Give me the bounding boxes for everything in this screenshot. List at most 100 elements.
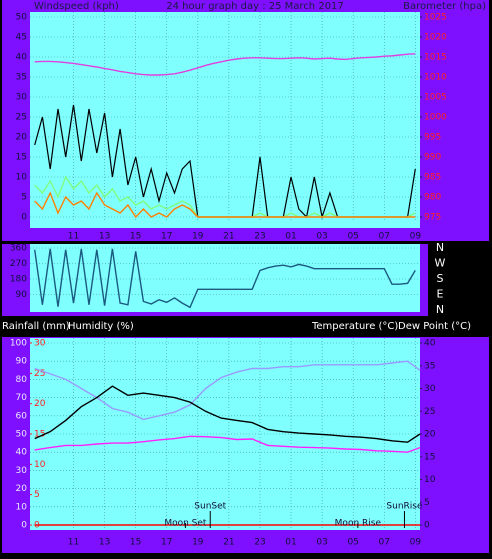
y-tick-label: 80 (16, 375, 28, 385)
y2-tick-label: 10 (424, 475, 436, 485)
x-tick-label: 05 (347, 538, 358, 548)
series-line (34, 191, 416, 219)
x-tick-label: 17 (161, 232, 172, 242)
y-tick-label: 25 (16, 113, 27, 123)
y2-tick-label: 20 (424, 430, 436, 440)
y2-tick-label: 1010 (424, 73, 447, 83)
y3-tick-label: 5 (34, 490, 40, 500)
y-tick-label: 10 (16, 502, 28, 512)
x-tick-label: 23 (254, 232, 265, 242)
y2-axis-label: Barometer (hpa) (403, 1, 486, 12)
y2-tick-label: 15 (424, 452, 435, 462)
x-tick-label: 03 (316, 232, 327, 242)
y2-tick-label: 1005 (424, 93, 447, 103)
x-tick-label: 13 (99, 538, 110, 548)
annotation: Moon Rise (335, 519, 382, 529)
y-tick-label: 5 (21, 193, 27, 203)
y-tick-label: 15 (16, 153, 27, 163)
y-tick-label: 30 (16, 93, 28, 103)
series-line (34, 248, 416, 309)
y-tick-label: 180 (10, 275, 27, 285)
y3-tick-label: 30 (34, 339, 46, 349)
y-axis-label: Windspeed (kph) (34, 1, 119, 12)
y-tick-label: 10 (16, 173, 28, 183)
x-tick-label: 21 (223, 232, 234, 242)
y-tick-label: 20 (16, 133, 28, 143)
y3-tick-label: 20 (34, 399, 46, 409)
y-axis-label: Humidity (%) (68, 321, 134, 332)
x-tick-label: 11 (68, 538, 79, 548)
series-line (34, 53, 416, 76)
plot-area (30, 244, 420, 312)
x-tick-label: 07 (379, 538, 390, 548)
y2-tick-label: 1015 (424, 53, 447, 63)
y3-tick-label: 10 (34, 460, 46, 470)
x-tick-label: 05 (347, 232, 358, 242)
y-tick-label: 40 (16, 448, 28, 458)
y2-tick-label: 40 (424, 339, 436, 349)
series-line (34, 435, 421, 453)
x-tick-label: 03 (316, 538, 327, 548)
x-tick-label: 07 (379, 232, 390, 242)
y2-tick-label: 980 (424, 193, 441, 203)
compass-label: N (436, 303, 444, 316)
y2-tick-label: 1000 (424, 113, 447, 123)
y-tick-label: 90 (16, 290, 28, 300)
y-tick-label: 40 (16, 53, 28, 63)
y2-tick-label: 1025 (424, 13, 447, 23)
y-tick-label: 0 (21, 213, 27, 223)
y-tick-label: 45 (16, 33, 27, 43)
y2-tick-label: 985 (424, 173, 441, 183)
x-tick-label: 23 (254, 538, 265, 548)
x-tick-label: 21 (223, 538, 234, 548)
x-tick-label: 13 (99, 232, 110, 242)
y-tick-label: 0 (21, 521, 27, 531)
chart-title: 24 hour graph day : 25 March 2017 (166, 1, 344, 12)
x-tick-label: 17 (161, 538, 172, 548)
compass-label: S (437, 272, 444, 285)
x-tick-label: 19 (192, 232, 204, 242)
y2-tick-label: 975 (424, 213, 441, 223)
y2-axis-label: Temperature (°C) (311, 321, 398, 332)
y-tick-label: 90 (16, 357, 28, 367)
x-tick-label: 09 (410, 232, 422, 242)
compass-label: W (435, 257, 446, 270)
y2-tick-label: 25 (424, 407, 435, 417)
y2-tick-label: 5 (424, 498, 430, 508)
series-line (34, 385, 421, 443)
y3-tick-label: 25 (34, 369, 45, 379)
y2-tick-label: 0 (424, 521, 430, 531)
x-tick-label: 15 (130, 538, 141, 548)
x-tick-label: 01 (285, 232, 296, 242)
y-tick-label: 30 (16, 466, 28, 476)
compass-label: E (437, 288, 444, 301)
y-tick-label: 360 (10, 244, 27, 254)
annotation: Moon Set (164, 519, 207, 529)
y-tick-label: 35 (16, 73, 27, 83)
y2-tick-label: 990 (424, 153, 441, 163)
x-tick-label: 09 (410, 538, 422, 548)
compass-label: N (436, 241, 444, 254)
y-tick-label: 50 (16, 13, 28, 23)
y2-tick-label: 1020 (424, 33, 447, 43)
y3-axis-label: Rainfall (mm) (2, 321, 70, 332)
x-tick-label: 15 (130, 232, 141, 242)
y-tick-label: 70 (16, 393, 28, 403)
y-tick-label: 270 (10, 259, 27, 269)
y2-axis-label: Dew Point (°C) (398, 321, 471, 332)
y2-tick-label: 35 (424, 361, 435, 371)
x-tick-label: 11 (68, 232, 79, 242)
series-line (34, 360, 421, 421)
annotation: SunRise (386, 502, 423, 512)
x-tick-label: 19 (192, 538, 204, 548)
x-tick-label: 01 (285, 538, 296, 548)
y3-tick-label: 15 (34, 430, 45, 440)
plot-area (30, 12, 420, 228)
annotation: SunSet (194, 502, 226, 512)
y-tick-label: 20 (16, 484, 28, 494)
y-tick-label: 50 (16, 430, 28, 440)
y-tick-label: 100 (10, 339, 27, 349)
y-tick-label: 60 (16, 411, 28, 421)
y2-tick-label: 30 (424, 384, 436, 394)
